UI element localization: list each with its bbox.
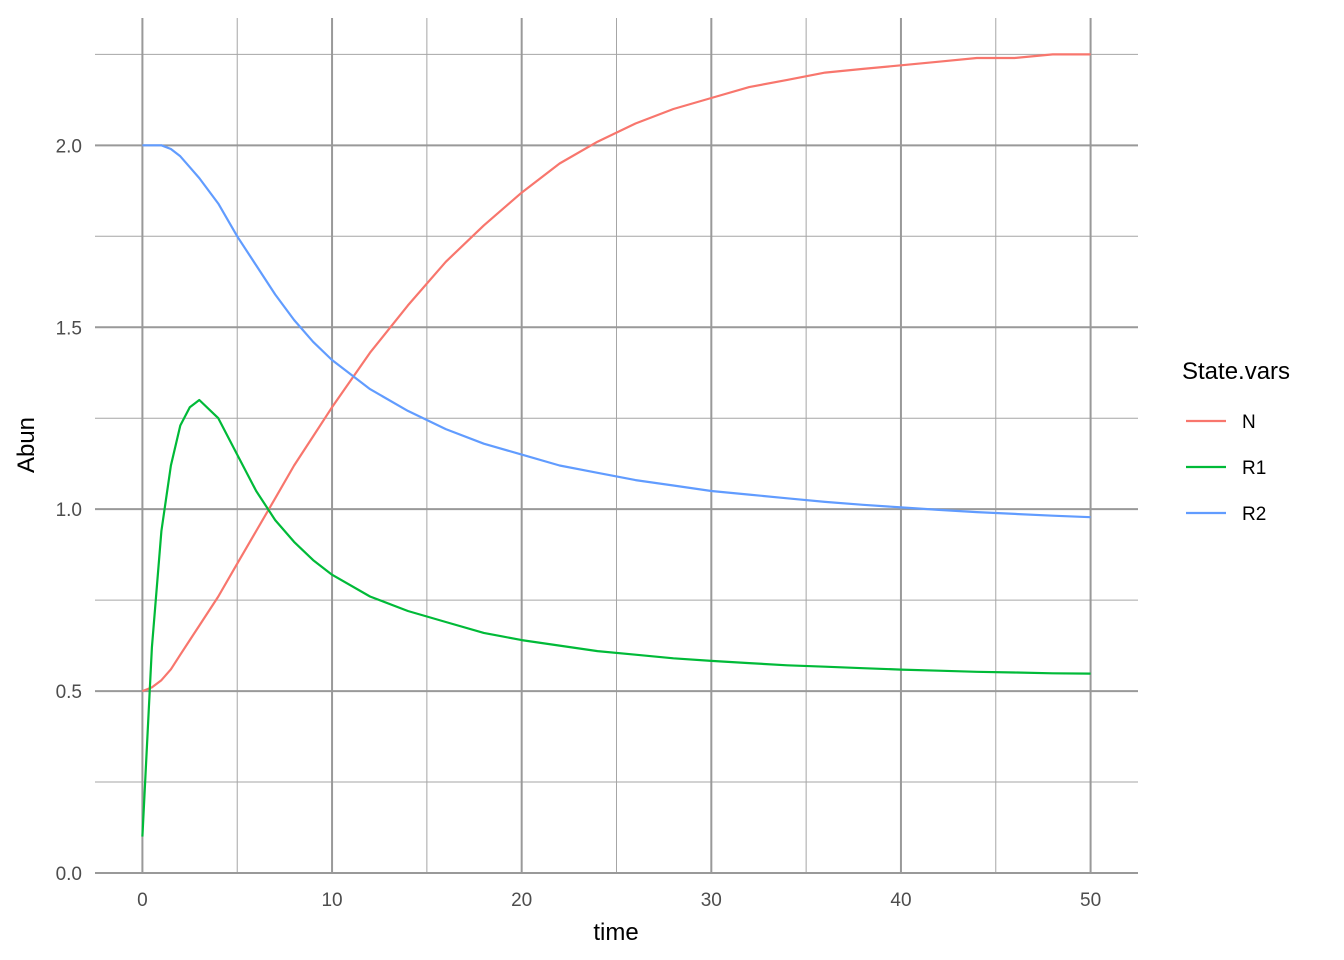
series-line-r2 bbox=[142, 144, 1091, 519]
y-tick-label: 0.0 bbox=[56, 864, 82, 885]
x-tick-label: 20 bbox=[511, 890, 532, 911]
x-axis-title: time bbox=[593, 919, 638, 946]
y-tick-label: 1.0 bbox=[56, 500, 82, 521]
y-tick-label: 2.0 bbox=[56, 136, 82, 157]
y-axis-ticks: 0.0 0.5 1.0 1.5 2.0 bbox=[56, 136, 82, 885]
x-tick-label: 0 bbox=[137, 890, 148, 911]
x-tick-label: 40 bbox=[890, 890, 911, 911]
minor-grid bbox=[95, 18, 1138, 873]
series-lines bbox=[141, 53, 1091, 837]
y-tick-label: 1.5 bbox=[56, 318, 82, 339]
legend-items: N R1 R2 bbox=[1186, 412, 1266, 525]
x-tick-label: 30 bbox=[701, 890, 722, 911]
series-line-r1 bbox=[141, 398, 1091, 837]
series-line-n bbox=[142, 53, 1091, 693]
y-axis-title: Abun bbox=[13, 417, 40, 473]
legend-label-r1: R1 bbox=[1242, 458, 1266, 479]
x-tick-label: 10 bbox=[321, 890, 342, 911]
y-tick-label: 0.5 bbox=[56, 682, 82, 703]
x-tick-label: 50 bbox=[1080, 890, 1101, 911]
x-axis-ticks: 0 10 20 30 40 50 bbox=[137, 890, 1101, 911]
legend-label-n: N bbox=[1242, 412, 1256, 433]
legend-title: State.vars bbox=[1182, 358, 1290, 385]
legend-label-r2: R2 bbox=[1242, 504, 1266, 525]
legend: State.vars N R1 R2 bbox=[1182, 358, 1290, 525]
